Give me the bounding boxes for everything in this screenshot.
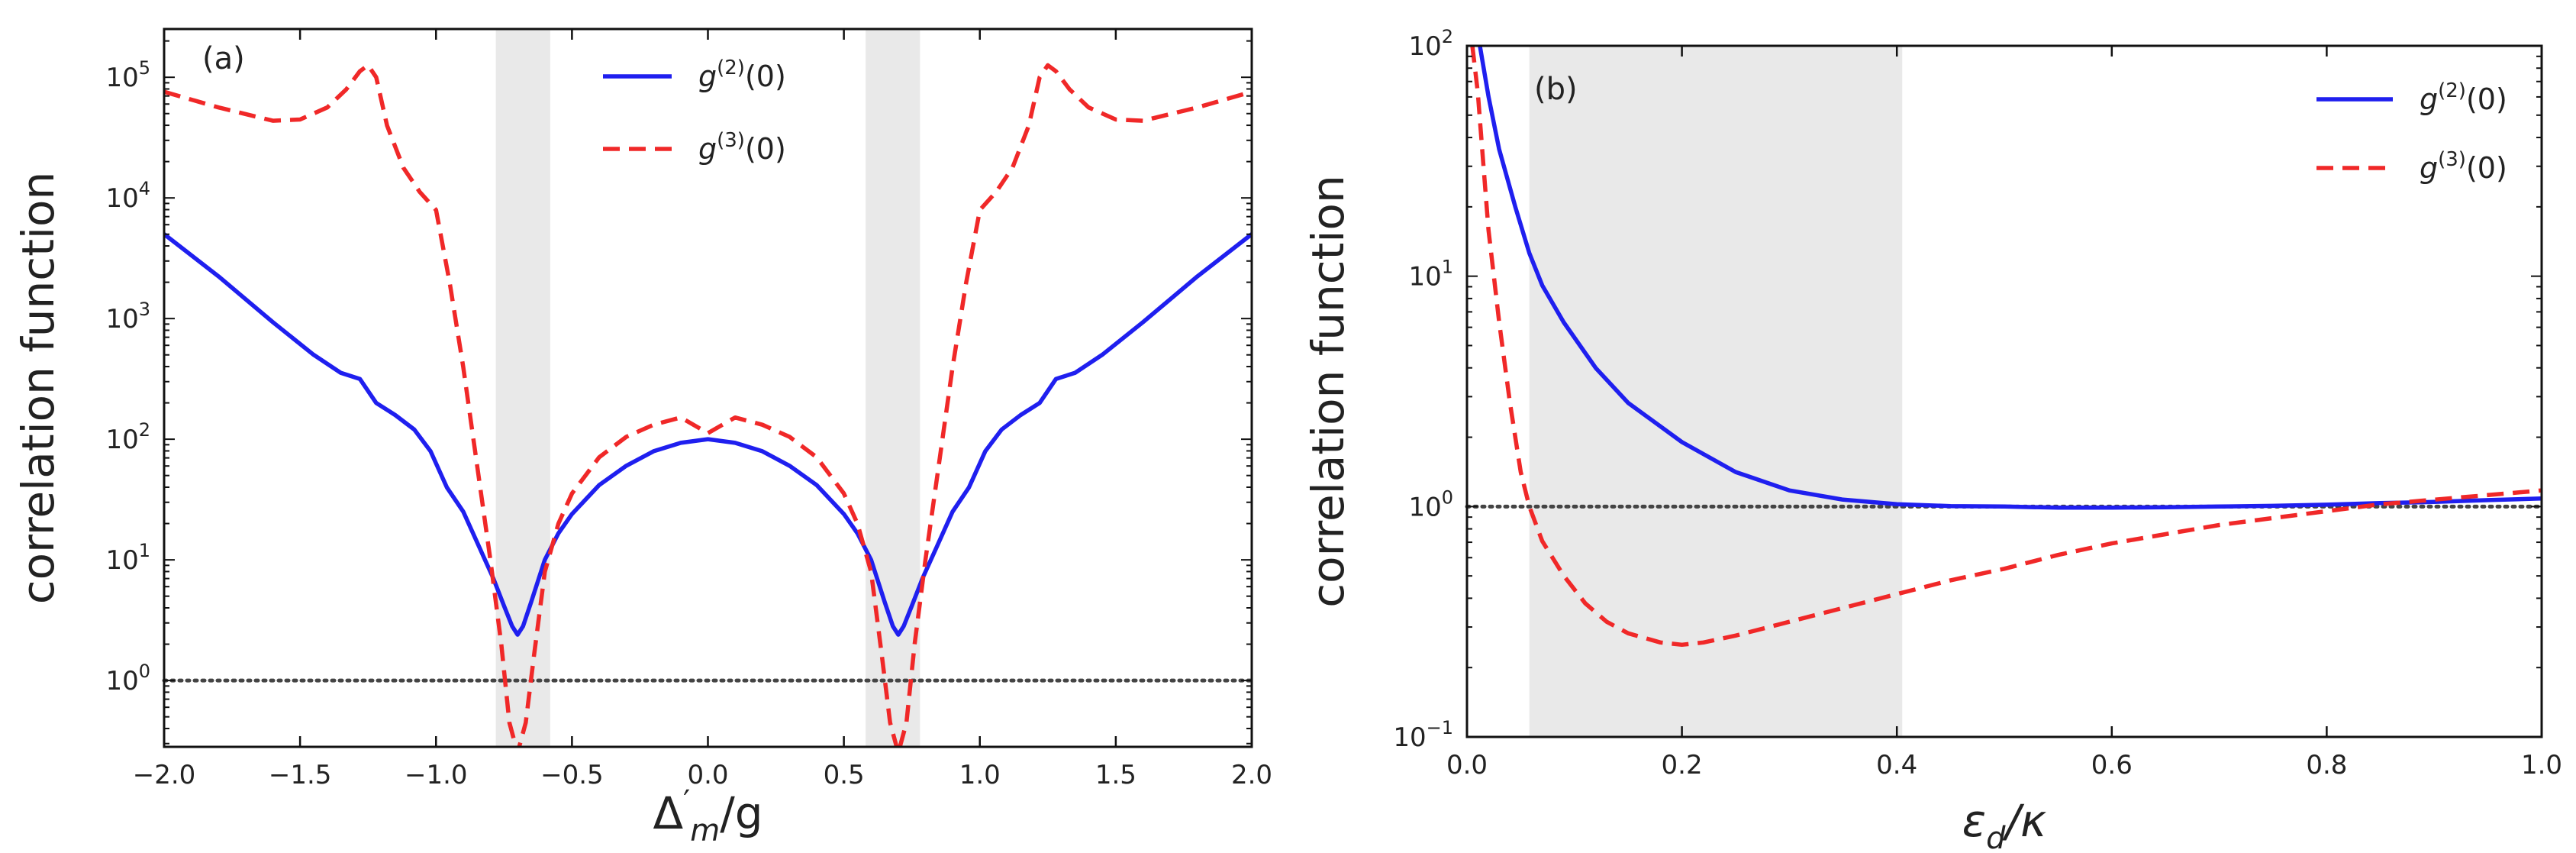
x-tick-label: 1.0 bbox=[2521, 750, 2562, 780]
shaded-region-2 bbox=[866, 29, 920, 747]
x-tick-label: 2.0 bbox=[1231, 760, 1272, 790]
y-tick-label: 101 bbox=[105, 540, 150, 576]
plot-frame bbox=[1465, 44, 2543, 738]
series-g2-line bbox=[1478, 46, 2542, 510]
legend-label-g2: g(2)(0) bbox=[2420, 79, 2507, 116]
y-tick-label: 102 bbox=[105, 419, 150, 455]
legend-label-g2: g(2)(0) bbox=[698, 57, 786, 93]
series-g2-line bbox=[164, 232, 1252, 637]
x-tick-label: 1.0 bbox=[959, 760, 1001, 790]
x-tick-label: 0.0 bbox=[1446, 750, 1488, 780]
y-axis-label: correlation function bbox=[1302, 175, 1354, 608]
panel-b: 0.0 0.2 0.4 0.6 0.8 1.0 10−1 100 101 102 correlati… bbox=[1302, 26, 2562, 853]
x-axis-label: Δ′m/g bbox=[653, 784, 762, 848]
series-g3-line bbox=[1470, 46, 2542, 648]
x-tick-label: 0.8 bbox=[2306, 750, 2347, 780]
x-tick-label: 0.4 bbox=[1876, 750, 1917, 780]
y-tick-label: 103 bbox=[105, 299, 150, 334]
panel-a: −2.0 −1.5 −1.0 −0.5 0.0 0.5 1.0 1.5 2.0 100 101 102… bbox=[12, 27, 1272, 848]
y-axis-label: correlation function bbox=[12, 172, 64, 605]
x-tick-label: 0.5 bbox=[824, 760, 865, 790]
x-tick-label: −1.0 bbox=[405, 760, 468, 790]
y-tick-label: 100 bbox=[1408, 486, 1453, 522]
x-tick-label: 1.5 bbox=[1095, 760, 1136, 790]
y-tick-label: 101 bbox=[1408, 257, 1453, 292]
y-tick-label: 105 bbox=[105, 57, 150, 93]
y-tick-label: 102 bbox=[1408, 26, 1453, 62]
y-tick-label: 104 bbox=[105, 178, 150, 214]
x-tick-label: −1.5 bbox=[269, 760, 332, 790]
x-tick-label: −2.0 bbox=[133, 760, 196, 790]
panel-label: (a) bbox=[202, 41, 245, 76]
x-tick-label: 0.2 bbox=[1662, 750, 1703, 780]
y-tick-label: 100 bbox=[105, 661, 150, 696]
x-axis-label: εd/κ bbox=[1962, 795, 2046, 853]
series-g3-line bbox=[164, 63, 1252, 747]
legend-label-g3: g(3)(0) bbox=[698, 129, 786, 166]
shaded-region-1 bbox=[495, 29, 550, 747]
y-tick-label: 10−1 bbox=[1393, 717, 1453, 753]
legend: g(2)(0) g(3)(0) bbox=[603, 57, 786, 166]
legend: g(2)(0) g(3)(0) bbox=[2316, 79, 2507, 185]
x-tick-label: 0.0 bbox=[687, 760, 728, 790]
x-tick-label: −0.5 bbox=[540, 760, 604, 790]
shaded-region-1 bbox=[1529, 46, 1903, 737]
panel-label: (b) bbox=[1534, 72, 1578, 107]
x-tick-label: 0.6 bbox=[2091, 750, 2133, 780]
legend-label-g3: g(3)(0) bbox=[2420, 148, 2507, 185]
